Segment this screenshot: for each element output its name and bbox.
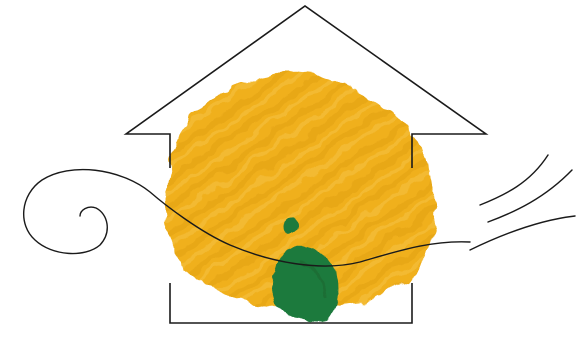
wind-swirl-icon [22, 168, 471, 267]
wind-lines-icon [469, 154, 576, 251]
yellow-paint-blob [165, 72, 436, 309]
house-outline-icon [123, 5, 489, 324]
figure-head [283, 218, 299, 234]
